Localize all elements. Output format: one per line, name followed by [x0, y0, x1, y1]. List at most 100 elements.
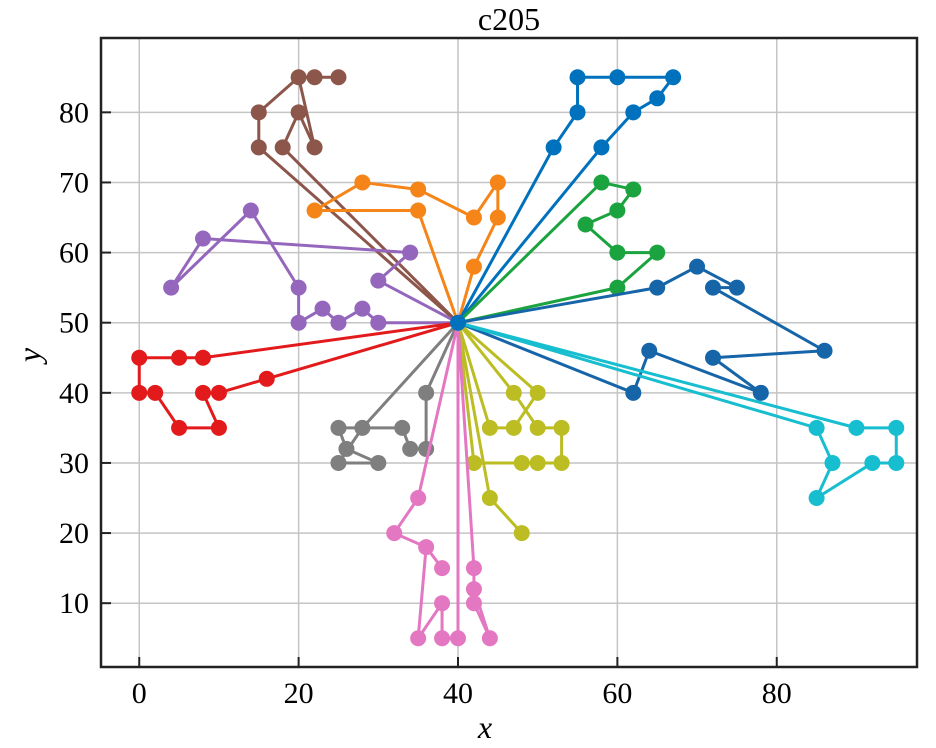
- customer-point: [489, 174, 506, 191]
- customer-point: [481, 630, 498, 647]
- customer-point: [402, 244, 419, 261]
- customer-point: [465, 560, 482, 577]
- customer-point: [418, 384, 435, 401]
- customer-point: [210, 384, 227, 401]
- y-tick-label: 60: [59, 237, 89, 270]
- y-tick-label: 70: [59, 166, 89, 199]
- customer-point: [370, 314, 387, 331]
- customer-point: [649, 279, 666, 296]
- x-axis-label: x: [477, 709, 492, 745]
- customer-point: [306, 139, 323, 156]
- customer-point: [163, 279, 180, 296]
- route-blue: [456, 69, 682, 324]
- y-tick-label: 80: [59, 96, 89, 129]
- customer-point: [529, 384, 546, 401]
- customer-point: [418, 539, 435, 556]
- route-darkblue: [457, 258, 833, 401]
- customer-point: [577, 216, 594, 233]
- customer-point: [410, 630, 427, 647]
- route-red: [131, 321, 459, 436]
- customer-point: [410, 202, 427, 219]
- customer-point: [529, 419, 546, 436]
- route-orange-line: [313, 180, 500, 324]
- route-purple: [163, 202, 459, 331]
- customer-point: [888, 419, 905, 436]
- customer-point: [290, 104, 307, 121]
- customer-point: [370, 454, 387, 471]
- customer-point: [808, 490, 825, 507]
- customer-point: [609, 279, 626, 296]
- customer-point: [354, 300, 371, 317]
- route-pink-line: [392, 321, 492, 640]
- customer-point: [131, 349, 148, 366]
- customer-point: [569, 104, 586, 121]
- customer-point: [513, 454, 530, 471]
- customer-point: [465, 595, 482, 612]
- customer-point: [274, 139, 291, 156]
- customer-point: [752, 384, 769, 401]
- customer-point: [195, 349, 211, 366]
- customer-point: [649, 90, 666, 107]
- customer-point: [625, 181, 642, 198]
- route-purple-line: [169, 209, 459, 325]
- route-pink: [386, 321, 498, 647]
- customer-point: [465, 454, 482, 471]
- customer-point: [330, 419, 347, 436]
- customer-point: [553, 419, 570, 436]
- customer-point: [402, 440, 419, 457]
- customer-point: [649, 244, 666, 261]
- y-tick-label: 10: [59, 587, 89, 620]
- customer-point: [450, 630, 466, 647]
- customer-point: [330, 69, 347, 86]
- customer-point: [306, 202, 323, 219]
- customer-point: [394, 419, 411, 436]
- customer-point: [410, 181, 427, 198]
- customer-point: [306, 69, 323, 86]
- y-tick-label: 50: [59, 307, 89, 340]
- customer-point: [386, 525, 403, 542]
- customer-point: [210, 419, 227, 436]
- customer-point: [147, 384, 164, 401]
- customer-point: [864, 454, 881, 471]
- customer-point: [250, 104, 267, 121]
- customer-point: [593, 174, 610, 191]
- customer-point: [195, 230, 211, 247]
- customer-point: [824, 454, 841, 471]
- y-tick-label: 30: [59, 447, 89, 480]
- y-tick-label: 40: [59, 377, 89, 410]
- x-tick-label: 80: [762, 677, 792, 710]
- x-tick-label: 40: [443, 677, 473, 710]
- customer-point: [290, 314, 307, 331]
- customer-point: [705, 349, 721, 366]
- customer-point: [242, 202, 259, 219]
- customer-point: [529, 454, 546, 471]
- customer-point: [545, 139, 562, 156]
- customer-point: [609, 69, 626, 86]
- customer-point: [505, 384, 522, 401]
- customer-point: [465, 581, 482, 598]
- customer-point: [338, 440, 355, 457]
- route-cyan: [457, 321, 905, 507]
- y-tick-label: 20: [59, 517, 89, 550]
- routes: [131, 69, 905, 647]
- customer-point: [728, 279, 745, 296]
- customer-point: [314, 300, 331, 317]
- customer-point: [553, 454, 570, 471]
- customer-point: [481, 419, 498, 436]
- customer-point: [290, 69, 307, 86]
- customer-point: [465, 209, 482, 226]
- customer-point: [434, 560, 451, 577]
- customer-point: [330, 454, 347, 471]
- customer-point: [609, 202, 626, 219]
- customer-point: [888, 454, 905, 471]
- customer-point: [665, 69, 682, 86]
- customer-point: [816, 342, 833, 359]
- route-darkblue-line: [457, 265, 827, 395]
- plot-frame: [99, 36, 919, 669]
- customer-point: [609, 244, 626, 261]
- customer-point: [569, 69, 586, 86]
- customer-point: [481, 490, 498, 507]
- customer-point: [250, 139, 267, 156]
- customer-point: [705, 279, 721, 296]
- x-tick-label: 60: [602, 677, 632, 710]
